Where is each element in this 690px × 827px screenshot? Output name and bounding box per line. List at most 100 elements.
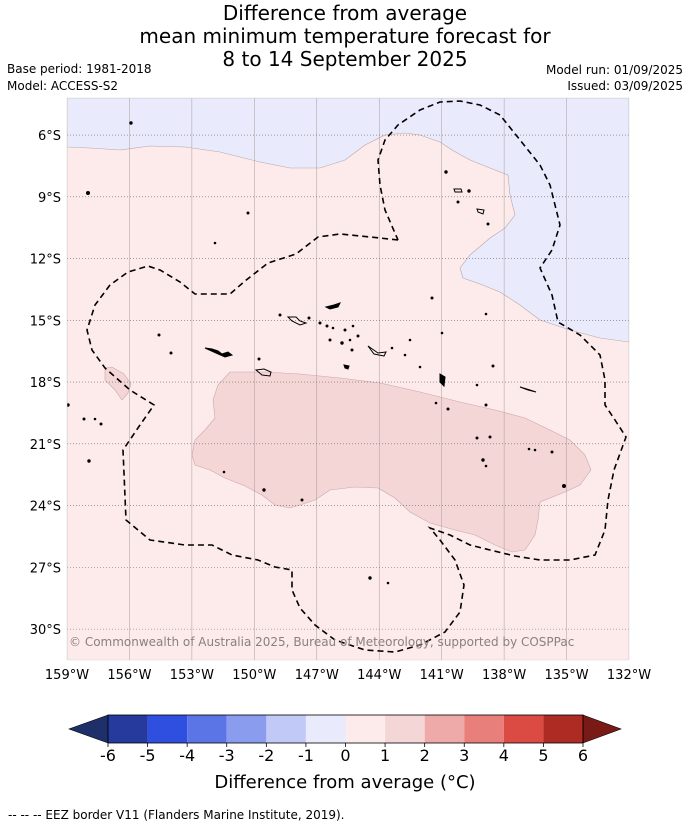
island (343, 328, 347, 332)
colorbar-extend-low (68, 714, 109, 744)
issued-date: Issued: 03/09/2025 (567, 79, 683, 93)
colorbar-tick-label: -1 (298, 746, 314, 765)
colorbar-swatch (226, 715, 267, 743)
title-line-3: 8 to 14 September 2025 (222, 47, 468, 71)
island (278, 313, 282, 317)
base-period: Base period: 1981-2018 (7, 62, 152, 76)
island (439, 373, 446, 388)
island (484, 464, 488, 468)
colorbar-tick-label: 4 (499, 746, 509, 765)
island (343, 364, 350, 370)
colorbar-tick-label: 5 (538, 746, 548, 765)
island (348, 338, 352, 342)
colorbar-swatch (108, 715, 148, 743)
latitude-labels: 6°S 9°S 12°S 15°S 18°S 21°S 24°S 27°S 30°S (30, 129, 61, 638)
island-outlines (67, 121, 566, 585)
island (527, 447, 531, 451)
island (87, 459, 91, 463)
island (99, 422, 103, 426)
island (533, 448, 537, 452)
map-gridlines (67, 98, 629, 660)
latitude-tick-label: 21°S (30, 438, 61, 453)
latitude-tick-label: 9°S (38, 191, 61, 206)
longitude-labels: 159°W 156°W 153°W 150°W 147°W 144°W 141°W 138°W… (45, 668, 651, 683)
latitude-tick-label: 6°S (38, 129, 61, 144)
latitude-tick-label: 15°S (30, 314, 61, 329)
eez-border (86, 100, 627, 653)
island (440, 331, 444, 335)
island (328, 338, 332, 342)
latitude-tick-label: 18°S (30, 376, 61, 391)
colorbar-swatch (385, 715, 425, 743)
latitude-tick-label: 30°S (30, 623, 61, 638)
island (222, 470, 226, 474)
island (453, 188, 463, 193)
island (476, 208, 485, 215)
colorbar-tick-label: 1 (380, 746, 390, 765)
island (467, 189, 471, 193)
longitude-tick-label: 147°W (295, 668, 339, 683)
colorbar-swatch (345, 715, 386, 743)
colorbar-swatch (187, 715, 227, 743)
island (169, 351, 173, 355)
anomaly-region-minus1-to-0 (67, 98, 629, 343)
island (444, 170, 448, 174)
island (86, 191, 90, 195)
island (434, 401, 438, 405)
island (486, 222, 490, 226)
title-line-1: Difference from average (222, 1, 468, 25)
colorbar-swatch (266, 715, 306, 743)
island (254, 368, 272, 377)
island (562, 484, 566, 488)
island (356, 334, 360, 338)
island (157, 333, 161, 337)
island (129, 121, 133, 125)
island (484, 312, 488, 316)
anomaly-region-1-to-2-small (104, 366, 132, 401)
island (324, 302, 341, 310)
eez-footnote: -- -- -- EEZ border V11 (Flanders Marine… (8, 808, 345, 822)
latitude-tick-label: 24°S (30, 500, 61, 515)
island (67, 403, 70, 407)
island (475, 383, 479, 387)
island (286, 316, 308, 326)
island (318, 321, 322, 325)
island (300, 498, 304, 502)
colorbar-tick-label: -3 (219, 746, 235, 765)
island (408, 338, 412, 342)
island (446, 407, 450, 411)
island (550, 450, 554, 454)
colorbar-swatch (464, 715, 504, 743)
colorbar-swatch (543, 715, 583, 743)
colorbar-tick-label: -6 (100, 746, 116, 765)
map-area: © Commonwealth of Australia 2025, Bureau… (67, 98, 629, 660)
island (213, 241, 217, 245)
colorbar-tick-label: -2 (258, 746, 274, 765)
island (257, 357, 261, 361)
longitude-tick-label: 132°W (607, 668, 651, 683)
island (491, 364, 495, 368)
island (204, 347, 234, 358)
island (390, 346, 394, 350)
colorbar: -6 -5 -4 -3 -2 -1 0 1 2 3 4 5 6 (68, 714, 622, 765)
colorbar-tick-label: -4 (179, 746, 195, 765)
longitude-tick-label: 144°W (357, 668, 401, 683)
colorbar-tick-label: 0 (340, 746, 350, 765)
colorbar-swatch (424, 715, 465, 743)
colorbar-swatch (147, 715, 188, 743)
model-name: Model: ACCESS-S2 (7, 79, 119, 93)
island (368, 576, 372, 580)
island (307, 316, 311, 320)
island (475, 436, 479, 440)
title-line-2: mean minimum temperature forecast for (139, 24, 551, 48)
longitude-tick-label: 150°W (232, 668, 276, 683)
island (481, 458, 485, 462)
island (331, 326, 335, 330)
colorbar-tick-label: -5 (140, 746, 156, 765)
colorbar-tick-label: 6 (578, 746, 588, 765)
island (350, 348, 354, 352)
island (519, 386, 537, 393)
longitude-tick-label: 153°W (170, 668, 214, 683)
latitude-tick-label: 27°S (30, 561, 61, 576)
